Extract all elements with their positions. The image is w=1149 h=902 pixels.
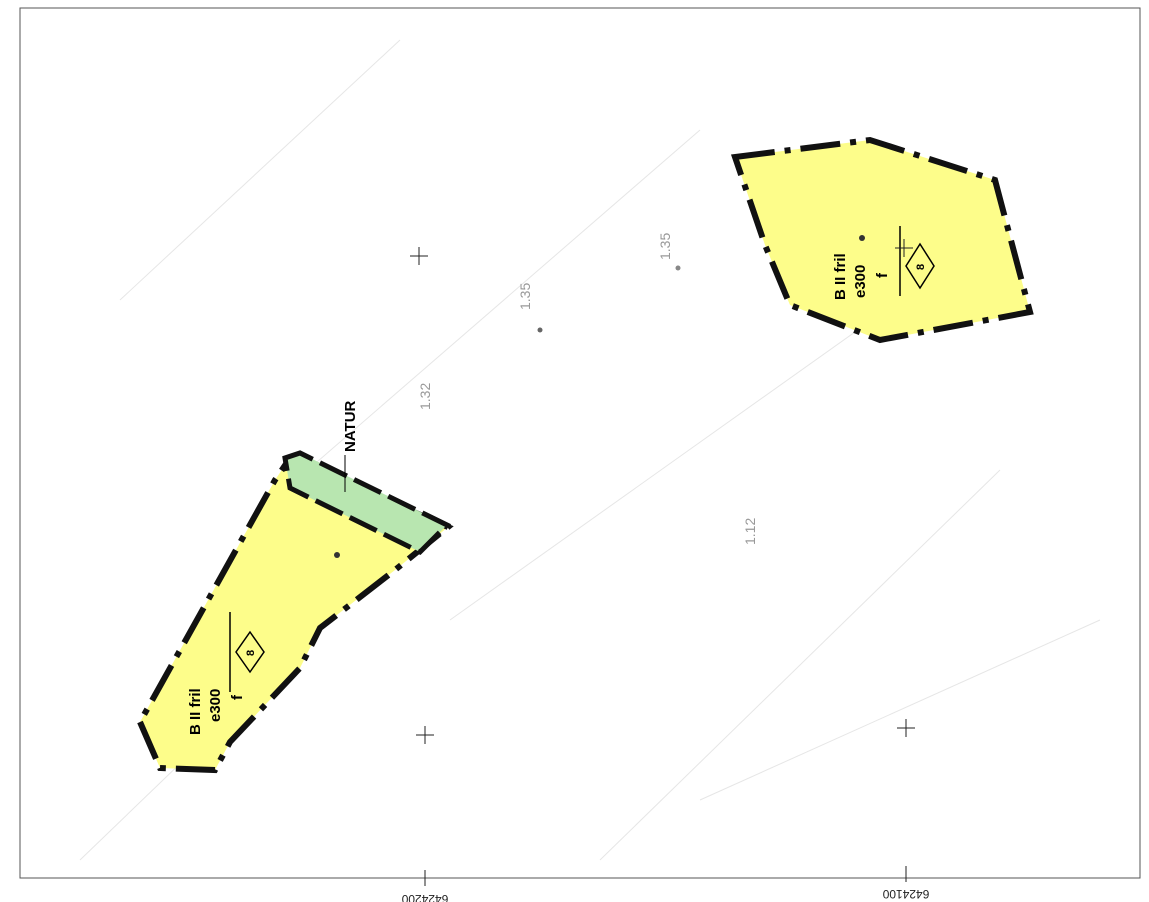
note-label: f: [229, 694, 246, 700]
nature-label: NATUR: [342, 400, 359, 452]
nature-area: [282, 450, 452, 556]
grid-cross: [410, 239, 915, 744]
height-label: 1.35: [657, 233, 673, 260]
grid-label: 6424100: [882, 887, 929, 901]
use-label: B II fril: [187, 688, 204, 735]
map-frame: [19, 7, 1141, 879]
zoning-area: [730, 136, 1034, 344]
storey-symbol: [229, 226, 935, 692]
storey-label: 8: [915, 264, 927, 270]
use-label: B II fril: [832, 253, 849, 300]
point: [675, 265, 681, 271]
height-label: 1.35: [517, 283, 533, 310]
grid-label: 6424200: [401, 892, 448, 902]
point: [537, 327, 543, 333]
point: [334, 552, 340, 558]
exploitation-label: e300: [852, 265, 869, 298]
exploitation-label: e300: [207, 689, 224, 722]
height-label: 1.12: [742, 518, 758, 545]
background-lines: [79, 39, 1101, 861]
note-label: f: [874, 272, 891, 278]
storey-label: 8: [245, 650, 257, 656]
height-label: 1.32: [417, 383, 433, 410]
point: [859, 235, 865, 241]
